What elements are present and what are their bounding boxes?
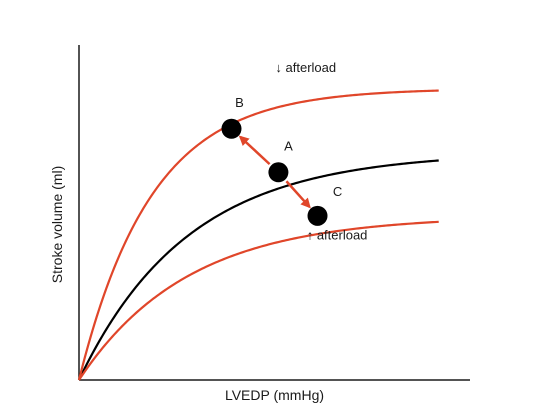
curve-decreased-afterload — [77, 89, 439, 381]
point-label-c: C — [333, 184, 342, 199]
point-label-b: B — [235, 95, 244, 110]
increased-afterload-label: ↑ afterload — [307, 227, 368, 242]
curve-increased-afterload — [78, 220, 439, 381]
point-c — [307, 205, 328, 226]
y-axis-label: Stroke volume (ml) — [49, 166, 65, 283]
arrow-a-to-c — [285, 180, 311, 209]
arrow-a-to-b — [238, 135, 271, 166]
curve-baseline — [78, 159, 439, 381]
point-label-a: A — [284, 138, 293, 153]
decreased-afterload-label: ↓ afterload — [275, 60, 336, 75]
point-b — [221, 118, 242, 139]
x-axis-label: LVEDP (mmHg) — [225, 387, 324, 403]
point-a — [268, 162, 289, 183]
